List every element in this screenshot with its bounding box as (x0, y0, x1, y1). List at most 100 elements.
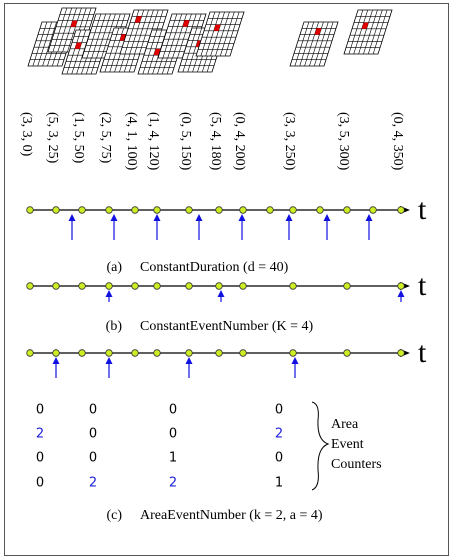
event-dot (27, 207, 34, 214)
event-dot (290, 283, 297, 290)
counter-value: 0 (169, 427, 177, 442)
event-dot (240, 350, 247, 357)
event-dot (132, 283, 139, 290)
event-dot (216, 283, 223, 290)
event-dot (344, 350, 351, 357)
counter-value: 0 (275, 451, 283, 466)
event-label: (0, 4, 350) (390, 112, 405, 171)
event-dot (106, 283, 113, 290)
event-dot (132, 207, 139, 214)
counter-value: 1 (169, 451, 177, 466)
window-arrow-head (154, 214, 161, 221)
event-dot (53, 207, 60, 214)
window-arrow-head (69, 214, 76, 221)
event-dot (216, 350, 223, 357)
t-label: t (418, 193, 427, 226)
counter-value: 0 (36, 451, 44, 466)
caption-label: (b) (106, 319, 123, 334)
brace (312, 402, 328, 490)
event-dot (216, 207, 223, 214)
counter-value: 2 (169, 476, 177, 491)
grid-frame (290, 22, 338, 66)
event-dot (106, 350, 113, 357)
counter-value: 2 (275, 427, 283, 442)
event-label: (1, 5, 50) (71, 112, 86, 164)
counter-value: 0 (36, 403, 44, 418)
event-dot (132, 350, 139, 357)
event-dot (27, 283, 34, 290)
event-dot (290, 350, 297, 357)
event-dot (79, 207, 86, 214)
window-arrow-head (186, 357, 193, 364)
event-dot (370, 207, 377, 214)
caption-label: (a) (106, 260, 122, 275)
event-label: (4, 1, 100) (124, 112, 139, 171)
counters-label: Event (331, 437, 364, 452)
counter-value: 2 (89, 476, 97, 491)
event-dot (79, 283, 86, 290)
event-dot (27, 350, 34, 357)
window-arrow-head (106, 290, 113, 297)
event-dot (398, 207, 405, 214)
t-label: t (418, 336, 427, 369)
event-dot (186, 207, 193, 214)
event-dot (154, 350, 161, 357)
caption-label: (c) (106, 508, 122, 523)
grid-frame (344, 10, 392, 54)
event-dot (186, 283, 193, 290)
event-dot (79, 350, 86, 357)
event-dot (53, 283, 60, 290)
window-arrow-head (53, 357, 60, 364)
event-dot (154, 207, 161, 214)
counter-value: 0 (275, 403, 283, 418)
window-arrow-head (111, 214, 118, 221)
counters-label: Counters (331, 457, 382, 472)
event-dot (398, 350, 405, 357)
window-arrow-head (292, 357, 299, 364)
t-label: t (418, 269, 427, 302)
window-arrow-head (196, 214, 203, 221)
event-dot (53, 350, 60, 357)
caption-name: ConstantDuration (140, 260, 240, 275)
event-label: (0, 4, 200) (232, 112, 247, 171)
caption-param: (K = 4) (268, 319, 313, 334)
frame-border (5, 4, 449, 556)
event-label: (1, 4, 120) (146, 112, 161, 171)
event-dot (267, 207, 274, 214)
caption-param: (d = 40) (240, 260, 289, 275)
event-label: (3, 3, 250) (282, 112, 297, 171)
window-arrow-head (286, 214, 293, 221)
event-dot (106, 207, 113, 214)
event-dot (317, 207, 324, 214)
counter-value: 2 (36, 427, 44, 442)
caption-title: ConstantDuration (d = 40) (140, 260, 289, 275)
event-dot (290, 207, 297, 214)
caption-title: AreaEventNumber (k = 2, a = 4) (140, 508, 323, 523)
event-dot (240, 207, 247, 214)
window-arrow-head (366, 214, 373, 221)
window-arrow-head (398, 290, 405, 297)
window-arrow-head (218, 290, 225, 297)
caption-param: (k = 2, a = 4) (246, 508, 323, 523)
event-label: (3, 5, 300) (336, 112, 351, 171)
counter-value: 1 (275, 476, 283, 491)
event-dot (240, 283, 247, 290)
window-arrow-head (239, 214, 246, 221)
counter-value: 0 (36, 476, 44, 491)
caption-name: AreaEventNumber (140, 508, 246, 523)
window-arrow-head (324, 214, 331, 221)
event-dot (344, 283, 351, 290)
event-dot (344, 207, 351, 214)
caption-title: ConstantEventNumber (K = 4) (140, 319, 313, 334)
event-label: (2, 5, 75) (98, 112, 113, 164)
counter-value: 0 (89, 451, 97, 466)
event-dot (154, 283, 161, 290)
event-dot (398, 283, 405, 290)
counter-value: 0 (89, 427, 97, 442)
counter-value: 0 (89, 403, 97, 418)
caption-name: ConstantEventNumber (140, 319, 269, 334)
counter-value: 0 (169, 403, 177, 418)
event-label: (3, 3, 0) (19, 112, 34, 157)
event-label: (5, 3, 25) (45, 112, 60, 164)
